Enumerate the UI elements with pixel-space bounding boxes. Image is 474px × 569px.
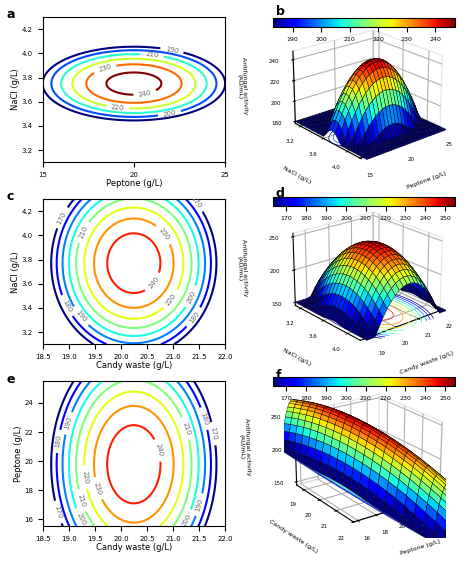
Y-axis label: NaCl (g/L): NaCl (g/L) bbox=[283, 348, 312, 367]
Text: 190: 190 bbox=[64, 416, 73, 431]
Text: 210: 210 bbox=[78, 225, 89, 240]
X-axis label: Candy waste (g/L): Candy waste (g/L) bbox=[399, 351, 454, 375]
Text: 240: 240 bbox=[138, 89, 152, 98]
Text: 170: 170 bbox=[190, 195, 202, 209]
Text: 230: 230 bbox=[98, 63, 112, 73]
Text: a: a bbox=[6, 9, 15, 22]
Text: 180: 180 bbox=[188, 310, 201, 324]
Text: 200: 200 bbox=[163, 109, 177, 118]
Text: 240: 240 bbox=[147, 276, 160, 290]
Text: 170: 170 bbox=[53, 505, 63, 519]
Text: 210: 210 bbox=[145, 51, 159, 59]
Text: 170: 170 bbox=[210, 427, 218, 441]
Text: 200: 200 bbox=[186, 290, 197, 304]
X-axis label: Peptone (g/L): Peptone (g/L) bbox=[106, 179, 162, 188]
Text: 200: 200 bbox=[75, 512, 86, 526]
Y-axis label: NaCl (g/L): NaCl (g/L) bbox=[11, 251, 20, 292]
X-axis label: Candy waste (g/L): Candy waste (g/L) bbox=[96, 543, 172, 552]
Text: 230: 230 bbox=[93, 481, 102, 496]
Text: e: e bbox=[6, 373, 15, 386]
Text: c: c bbox=[6, 191, 14, 204]
Text: 220: 220 bbox=[111, 104, 125, 112]
Text: 210: 210 bbox=[77, 493, 87, 508]
X-axis label: Peptone (g/L): Peptone (g/L) bbox=[400, 539, 441, 556]
X-axis label: Candy waste (g/L): Candy waste (g/L) bbox=[96, 361, 172, 370]
Text: 180: 180 bbox=[61, 299, 73, 314]
Text: 180: 180 bbox=[200, 411, 209, 426]
Text: 240: 240 bbox=[154, 443, 163, 457]
Text: 190: 190 bbox=[165, 46, 179, 54]
Text: 230: 230 bbox=[158, 227, 171, 241]
Y-axis label: NaCl (g/L): NaCl (g/L) bbox=[11, 69, 20, 110]
Y-axis label: NaCl (g/L): NaCl (g/L) bbox=[283, 166, 312, 185]
Y-axis label: Peptone (g/L): Peptone (g/L) bbox=[14, 426, 23, 482]
Text: d: d bbox=[276, 187, 285, 200]
X-axis label: Peptone (g/L): Peptone (g/L) bbox=[406, 171, 447, 191]
Text: 190: 190 bbox=[74, 309, 87, 323]
Text: f: f bbox=[276, 369, 281, 382]
Text: 180: 180 bbox=[55, 434, 62, 448]
Text: 220: 220 bbox=[165, 292, 178, 307]
Text: b: b bbox=[276, 5, 285, 18]
Text: 220: 220 bbox=[81, 471, 89, 484]
Text: 200: 200 bbox=[181, 513, 192, 527]
Text: 210: 210 bbox=[181, 421, 191, 436]
Y-axis label: Candy waste (g/L): Candy waste (g/L) bbox=[268, 519, 319, 554]
Text: 170: 170 bbox=[56, 210, 68, 225]
Text: 190: 190 bbox=[195, 497, 204, 512]
